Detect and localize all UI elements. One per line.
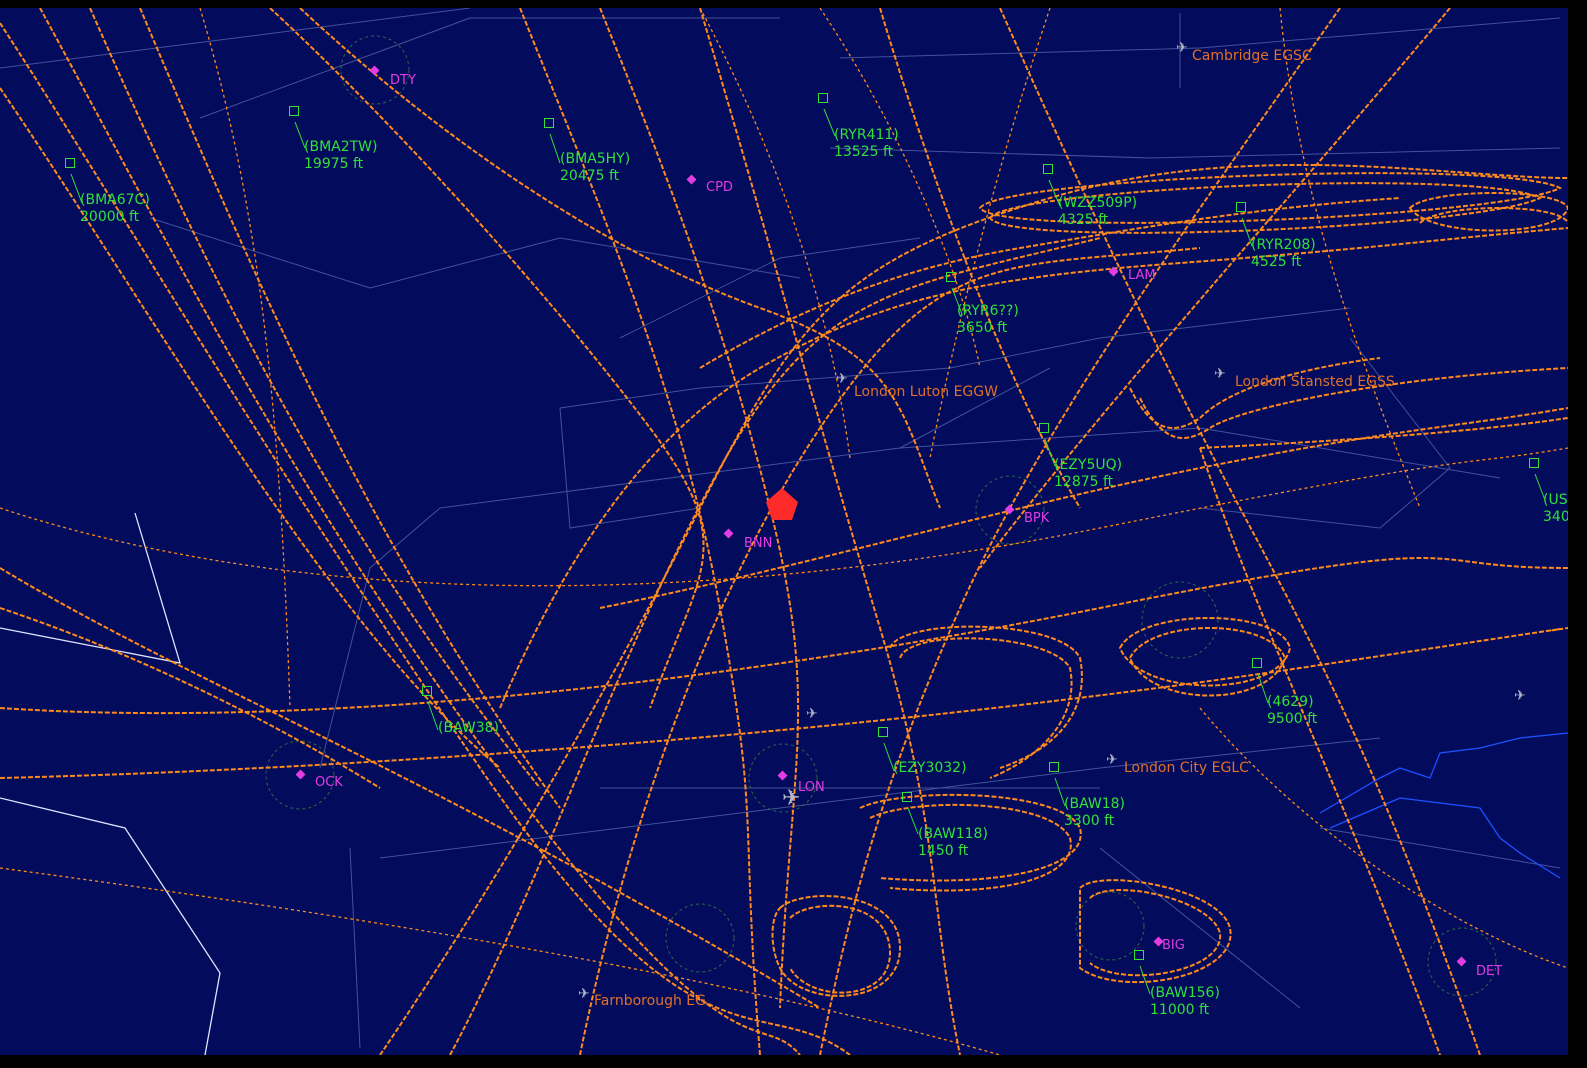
callsign: (RYR6??) xyxy=(957,303,1019,319)
aircraft-square-icon[interactable] xyxy=(1043,164,1053,174)
callsign: (BMA5HY) xyxy=(560,151,631,167)
aircraft-label[interactable]: (BAW38) xyxy=(438,720,499,737)
aircraft-square-icon[interactable] xyxy=(544,118,554,128)
callsign: (RYR411) xyxy=(834,127,899,143)
airport-icon[interactable]: ✈ xyxy=(1514,688,1526,704)
altitude: 3300 ft xyxy=(1064,813,1115,829)
altitude: 11000 ft xyxy=(1150,1002,1210,1018)
airport-icon[interactable]: ✈ xyxy=(806,706,818,722)
aircraft-square-icon[interactable] xyxy=(902,792,912,802)
heathrow-airport-icon[interactable]: ✈ xyxy=(782,786,801,811)
callsign: (RYR208) xyxy=(1251,237,1316,253)
airport-icon[interactable]: ✈ xyxy=(836,371,848,387)
aircraft-label[interactable]: (BAW18) 3300 ft xyxy=(1064,796,1125,830)
fix-label: DET xyxy=(1476,964,1503,979)
altitude: 12875 ft xyxy=(1054,474,1114,490)
aircraft-label[interactable]: (RYR6??) 3650 ft xyxy=(957,303,1019,337)
airport-icon[interactable]: ✈ xyxy=(1176,40,1188,56)
aircraft-square-icon[interactable] xyxy=(422,686,432,696)
coastline xyxy=(1319,732,1568,879)
aircraft-square-icon[interactable] xyxy=(1236,202,1246,212)
aircraft-label[interactable]: (US 340 xyxy=(1543,492,1568,526)
top-border xyxy=(0,0,1587,8)
leader-lines xyxy=(70,108,1546,995)
airport-icon[interactable]: ✈ xyxy=(578,986,590,1002)
fix-label: BNN xyxy=(744,536,773,551)
aircraft-label[interactable]: (BAW118) 1450 ft xyxy=(918,826,988,860)
aircraft-label[interactable]: (RYR411) 13525 ft xyxy=(834,127,899,161)
callsign: (BAW156) xyxy=(1150,985,1220,1001)
airport-label: Cambridge EGSC xyxy=(1192,48,1312,64)
altitude: 13525 ft xyxy=(834,144,894,160)
altitude: 20475 ft xyxy=(560,168,620,184)
callsign: (4629) xyxy=(1267,694,1314,710)
fix-label: CPD xyxy=(706,180,733,195)
altitude: 340 xyxy=(1543,509,1568,525)
aircraft-label[interactable]: (EZY3032) xyxy=(893,760,967,777)
altitude: 3650 ft xyxy=(957,320,1008,336)
airport-label: Farnborough EG xyxy=(594,993,706,1009)
aircraft-square-icon[interactable] xyxy=(289,106,299,116)
aircraft-square-icon[interactable] xyxy=(818,93,828,103)
altitude: 1450 ft xyxy=(918,843,969,859)
callsign: (BMA2TW) xyxy=(304,139,378,155)
right-border xyxy=(1568,0,1587,1068)
aircraft-square-icon[interactable] xyxy=(1134,950,1144,960)
fix-label: DTY xyxy=(390,73,416,88)
aircraft-square-icon[interactable] xyxy=(65,158,75,168)
fix-label: BPK xyxy=(1024,511,1050,526)
fix-label: LON xyxy=(798,780,825,795)
airport-label: London Stansted EGSS xyxy=(1235,374,1395,390)
altitude: 9500 ft xyxy=(1267,711,1318,727)
aircraft-label[interactable]: (BMA67C) 20000 ft xyxy=(80,192,150,226)
fix-label: OCK xyxy=(315,775,343,790)
vor-circles xyxy=(265,35,1497,997)
aircraft-label[interactable]: (BMA5HY) 20475 ft xyxy=(560,151,630,185)
altitude: 19975 ft xyxy=(304,156,364,172)
callsign: (EZY5UQ) xyxy=(1054,457,1123,473)
aircraft-label[interactable]: (BMA2TW) 19975 ft xyxy=(304,139,378,173)
altitude: 20000 ft xyxy=(80,209,140,225)
track-layer xyxy=(0,8,1568,1055)
target-pentagon-icon[interactable] xyxy=(766,488,798,520)
aircraft-label[interactable]: (4629) 9500 ft xyxy=(1267,694,1317,728)
callsign: (US xyxy=(1543,492,1568,508)
flight-tracks xyxy=(0,8,1568,1055)
callsign: (BAW118) xyxy=(918,826,988,842)
fix-label: LAM xyxy=(1128,268,1156,283)
airport-label: London Luton EGGW xyxy=(854,384,998,400)
aircraft-label[interactable]: (RYR208) 4525 ft xyxy=(1251,237,1316,271)
aircraft-square-icon[interactable] xyxy=(1049,762,1059,772)
altitude: 4525 ft xyxy=(1251,254,1302,270)
aircraft-label[interactable]: (WZZ509P) 4325 ft xyxy=(1058,195,1137,229)
aircraft-square-icon[interactable] xyxy=(1252,658,1262,668)
radar-map[interactable]: (BMA2TW) 19975 ft (BMA5HY) 20475 ft (BMA67… xyxy=(0,8,1568,1055)
airport-label: London City EGLC xyxy=(1124,760,1249,776)
airport-icon[interactable]: ✈ xyxy=(1106,752,1118,768)
callsign: (BAW18) xyxy=(1064,796,1125,812)
bottom-border xyxy=(0,1055,1587,1068)
airspace-lines xyxy=(0,8,1561,1049)
aircraft-square-icon[interactable] xyxy=(1529,458,1539,468)
aircraft-label[interactable]: (BAW156) 11000 ft xyxy=(1150,985,1220,1019)
aircraft-label[interactable]: (EZY5UQ) 12875 ft xyxy=(1054,457,1122,491)
fir-boundary xyxy=(0,512,221,1055)
aircraft-square-icon[interactable] xyxy=(946,272,956,282)
aircraft-square-icon[interactable] xyxy=(1039,423,1049,433)
airport-icon[interactable]: ✈ xyxy=(1214,366,1226,382)
thin-tracks xyxy=(0,8,1568,1055)
callsign: (BMA67C) xyxy=(80,192,150,208)
fix-label: BIG xyxy=(1162,938,1185,953)
altitude: 4325 ft xyxy=(1058,212,1109,228)
callsign: (BAW38) xyxy=(438,720,499,736)
callsign: (WZZ509P) xyxy=(1058,195,1138,211)
callsign: (EZY3032) xyxy=(893,760,967,776)
aircraft-square-icon[interactable] xyxy=(878,727,888,737)
